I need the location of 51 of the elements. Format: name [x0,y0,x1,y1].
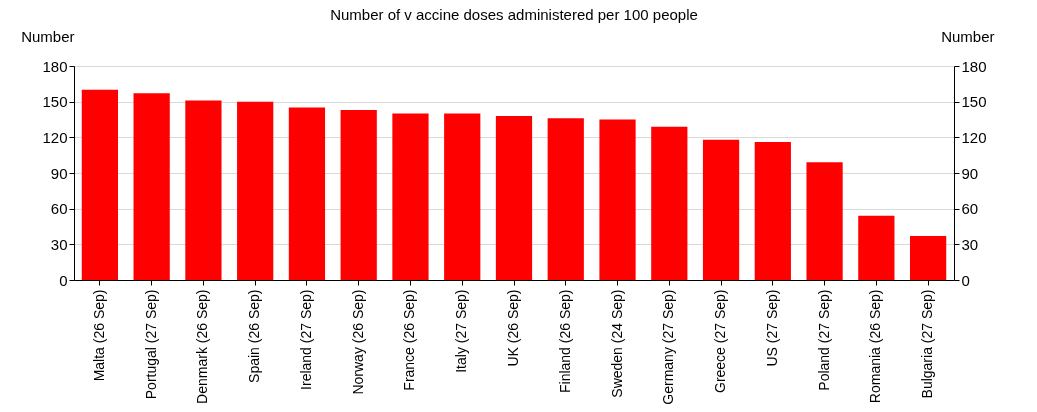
y-axis-title: Number [21,27,75,45]
y2-tick-label: 150 [961,93,987,111]
x-tick-label: Spain (26 Sep) [246,289,263,383]
bar [185,100,222,280]
x-tick-label: Italy (27 Sep) [453,289,470,373]
chart-title: Number of v accine doses administered per 100 people [330,6,698,23]
x-tick-label: Norway (26 Sep) [349,289,366,395]
x-tick-label: Portugal (27 Sep) [142,289,159,400]
bar [237,101,274,280]
y-tick-label: 150 [42,93,68,111]
y-tick-label: 90 [50,164,68,182]
y2-tick-label: 30 [961,235,979,253]
x-tick-label: US (27 Sep) [763,289,780,367]
y2-axis-title: Number [941,27,995,45]
y-tick-label: 180 [42,57,68,75]
bar [444,113,481,280]
bar [133,93,170,280]
y-tick-label: 30 [50,235,68,253]
y2-tick-label: 180 [961,57,987,75]
bar [288,107,326,280]
bar [81,89,118,280]
x-tick-label: Bulgaria (27 Sep) [919,289,936,399]
bar [702,139,740,280]
bar [599,119,636,280]
x-tick-label: Greece (27 Sep) [712,289,729,393]
x-tick-label: Poland (27 Sep) [815,289,832,391]
bar [495,115,533,280]
x-tick-label: Malta (26 Sep) [90,289,107,382]
y2-tick-label: 60 [961,200,979,218]
bar [340,109,377,280]
bar [910,236,947,280]
x-tick-label: UK (26 Sep) [505,289,521,367]
x-tick-label: Finland (26 Sep) [556,289,573,394]
bar [651,126,688,280]
y2-tick-label: 0 [961,271,970,289]
y2-tick-label: 120 [961,128,987,146]
bar [392,113,429,280]
y-tick-label: 60 [50,200,68,218]
x-tick-label: Romania (26 Sep) [867,289,884,404]
bar [547,118,584,280]
bar [806,162,843,280]
y2-tick-label: 90 [961,164,979,182]
y-tick-label: 0 [59,271,68,289]
x-tick-label: Germany (27 Sep) [660,289,677,405]
x-tick-label: Ireland (27 Sep) [297,289,314,390]
bar [754,142,791,280]
x-tick-label: Sweden (24 Sep) [608,289,625,398]
bar [858,215,895,280]
y-tick-label: 120 [42,128,68,146]
x-tick-label: Denmark (26 Sep) [194,289,211,404]
x-tick-label: France (26 Sep) [401,289,418,391]
